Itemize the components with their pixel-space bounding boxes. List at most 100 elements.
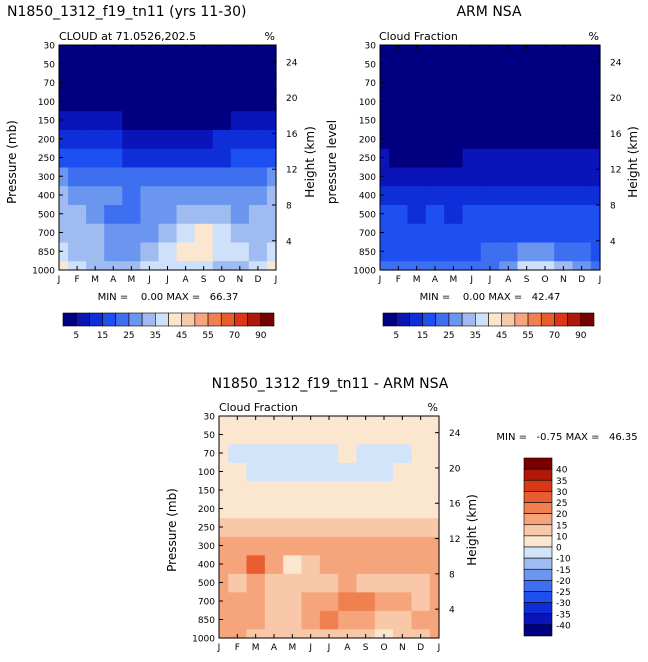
x-tick-label: J bbox=[469, 275, 473, 285]
y-tick-label: 400 bbox=[38, 192, 55, 202]
y-tick-label: 250 bbox=[359, 154, 376, 164]
heatmap-cell bbox=[517, 148, 537, 168]
heatmap-cell bbox=[68, 129, 87, 149]
colorbar-label: 10 bbox=[556, 532, 568, 542]
heatmap-cell bbox=[248, 166, 268, 187]
colorbar-label: 25 bbox=[443, 331, 454, 341]
x-tick-label: J bbox=[165, 275, 169, 285]
heatmap-cell bbox=[230, 45, 250, 55]
heatmap-cell bbox=[389, 45, 409, 55]
heatmap-cell bbox=[122, 241, 141, 262]
y2-tick-label: 8 bbox=[449, 570, 455, 580]
heatmap-cell bbox=[517, 110, 537, 130]
heatmap-cell bbox=[411, 591, 431, 611]
heatmap-cell bbox=[590, 45, 601, 55]
y-tick-label: 850 bbox=[198, 616, 215, 626]
heatmap-cell bbox=[228, 425, 248, 445]
heatmap-cell bbox=[283, 610, 303, 630]
y-tick-label: 50 bbox=[204, 431, 216, 441]
heatmap-cell bbox=[212, 110, 232, 130]
heatmap-cell bbox=[389, 73, 409, 93]
heatmap-cell bbox=[246, 443, 266, 463]
heatmap-cell bbox=[219, 591, 229, 611]
colorbar-swatch bbox=[475, 312, 489, 327]
heatmap-cell bbox=[389, 110, 409, 130]
heatmap-cell bbox=[535, 91, 555, 112]
heatmap-cell bbox=[517, 91, 537, 112]
x-tick-label: J bbox=[57, 275, 61, 285]
heatmap-cell bbox=[212, 223, 232, 243]
heatmap-cell bbox=[86, 204, 105, 224]
heatmap-cell bbox=[319, 425, 339, 445]
colorbar-swatch bbox=[102, 312, 117, 327]
colorbar-label: 15 bbox=[97, 331, 108, 341]
heatmap-cell bbox=[407, 45, 427, 55]
heatmap-cell bbox=[301, 425, 321, 445]
y-tick-label: 1000 bbox=[192, 635, 215, 645]
heatmap-cell bbox=[444, 223, 464, 243]
panel1-colorbar: 5 15 25 35 45 55 70 90 bbox=[62, 312, 275, 341]
heatmap-cell bbox=[176, 223, 196, 243]
heatmap-cell bbox=[248, 148, 268, 168]
heatmap-cell bbox=[212, 166, 232, 187]
colorbar-label: 35 bbox=[470, 331, 481, 341]
heatmap-cell bbox=[59, 91, 69, 112]
x-tick-label: S bbox=[201, 275, 207, 285]
heatmap-cell bbox=[444, 260, 464, 271]
heatmap-cell bbox=[425, 185, 445, 205]
colorbar-label: -15 bbox=[556, 566, 571, 576]
heatmap-cell bbox=[462, 166, 482, 187]
heatmap-cell bbox=[374, 517, 394, 537]
heatmap-cell bbox=[122, 129, 141, 149]
colorbar-label: 35 bbox=[556, 477, 567, 487]
heatmap-cell bbox=[264, 416, 284, 426]
heatmap-cell bbox=[248, 241, 268, 262]
heatmap-cell bbox=[230, 110, 250, 130]
heatmap-cell bbox=[499, 185, 519, 205]
panel3-title: N1850_1312_f19_tn11 - ARM NSA bbox=[212, 376, 449, 392]
heatmap-cell bbox=[374, 462, 394, 482]
heatmap-cell bbox=[572, 45, 592, 55]
heatmap-cell bbox=[407, 260, 427, 271]
heatmap-cell bbox=[429, 591, 440, 611]
heatmap-cell bbox=[246, 610, 266, 630]
x-tick-label: N bbox=[560, 275, 567, 285]
heatmap-cell bbox=[554, 54, 574, 74]
heatmap-cell bbox=[429, 610, 440, 630]
heatmap-cell bbox=[194, 185, 214, 205]
heatmap-cell bbox=[264, 536, 284, 556]
heatmap-cell bbox=[228, 536, 248, 556]
colorbar-swatch bbox=[422, 312, 437, 327]
heatmap-cell bbox=[393, 628, 413, 639]
heatmap-cell bbox=[230, 223, 250, 243]
x-tick-label: A bbox=[505, 275, 512, 285]
heatmap-cell bbox=[219, 554, 229, 574]
heatmap-cell bbox=[212, 73, 232, 93]
heatmap-cell bbox=[374, 610, 394, 630]
heatmap-cell bbox=[122, 91, 141, 112]
heatmap-cell bbox=[407, 223, 427, 243]
y-tick-label: 100 bbox=[38, 98, 55, 108]
y2-tick-label: 16 bbox=[449, 500, 461, 510]
heatmap-cell bbox=[480, 260, 500, 271]
y2-tick-label: 12 bbox=[449, 535, 460, 545]
heatmap-cell bbox=[194, 129, 214, 149]
panel3-ylabel: Pressure (mb) bbox=[165, 488, 179, 572]
heatmap-cell bbox=[462, 110, 482, 130]
heatmap-cell bbox=[425, 148, 445, 168]
heatmap-cell bbox=[425, 241, 445, 262]
x-tick-label: J bbox=[598, 275, 602, 285]
heatmap-cell bbox=[86, 185, 105, 205]
heatmap-cell bbox=[104, 91, 123, 112]
heatmap-cell bbox=[425, 54, 445, 74]
heatmap-cell bbox=[444, 73, 464, 93]
heatmap-cell bbox=[572, 241, 592, 262]
heatmap-cell bbox=[246, 499, 266, 519]
heatmap-cell bbox=[176, 129, 196, 149]
y-tick-label: 400 bbox=[198, 561, 215, 571]
heatmap-cell bbox=[393, 591, 413, 611]
heatmap-cell bbox=[68, 110, 87, 130]
heatmap-cell bbox=[219, 536, 229, 556]
heatmap-cell bbox=[104, 204, 123, 224]
y-tick-label: 150 bbox=[198, 487, 215, 497]
